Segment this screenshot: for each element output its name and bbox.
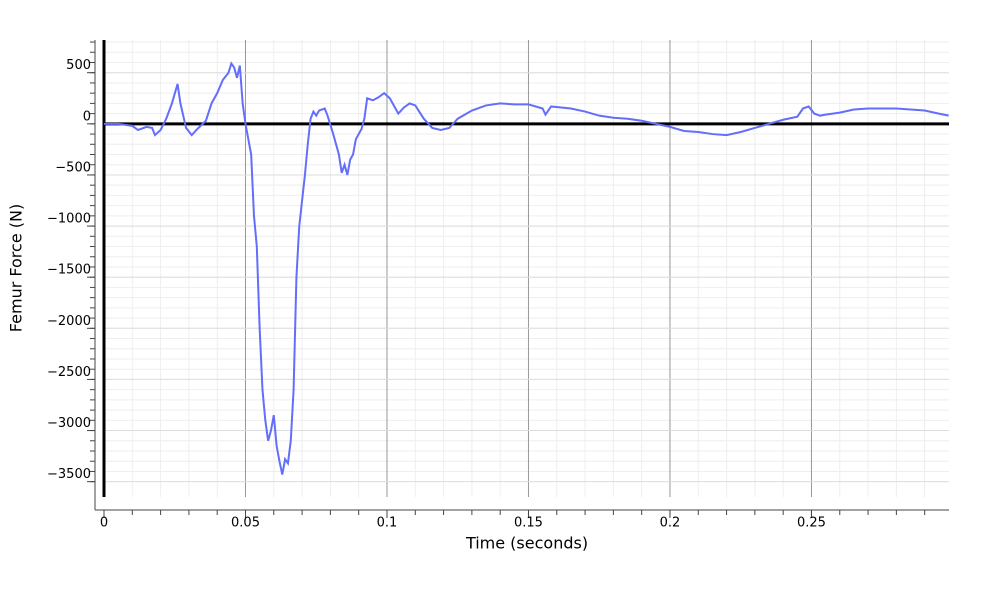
y-tick-label: −1500 [47,263,91,278]
y-tick-label: −3000 [47,416,91,431]
data-line [104,61,949,475]
y-tick-label: 0 [83,109,91,124]
x-tick-label: 0.15 [514,516,543,531]
y-tick-label: 500 [66,58,91,73]
y-axis-title: Femur Force (N) [7,204,26,332]
y-tick-label: −2000 [47,314,91,329]
y-tick-label: −500 [55,160,91,175]
x-tick-label: 0.1 [377,516,398,531]
y-tick-label: −1000 [47,212,91,227]
x-axis-title: Time (seconds) [465,534,588,553]
x-tick-label: 0.25 [797,516,826,531]
y-tick-label: −3500 [47,467,91,482]
x-tick-label: 0.2 [660,516,681,531]
x-tick-label: 0 [100,516,108,531]
x-tick-label: 0.05 [231,516,260,531]
y-tick-label: −2500 [47,365,91,380]
